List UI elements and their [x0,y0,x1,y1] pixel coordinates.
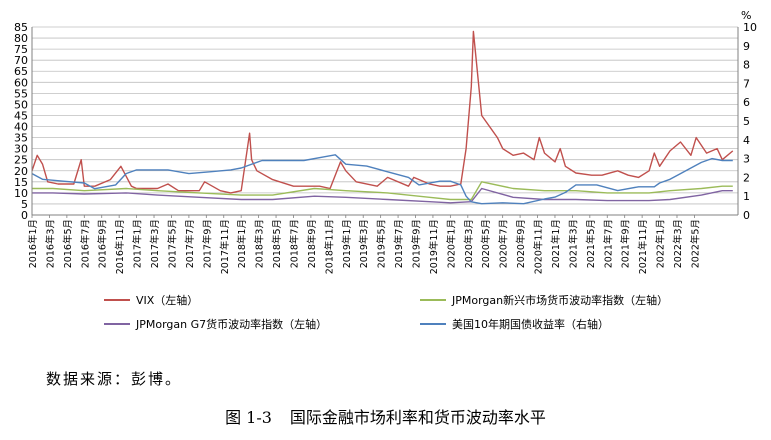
x-tick-label: 2021年1月 [550,219,562,268]
y-right-tick-label: 4 [743,134,750,147]
series-em-fx-vol [32,181,733,201]
axes [31,27,739,218]
y-right-tick-label: 9 [743,40,750,53]
y-left-tick-label: 5 [21,198,28,211]
y-left-tick-label: 60 [14,76,28,89]
y-right-tick-label: 8 [743,59,750,72]
x-tick-label: 2018年3月 [254,219,266,268]
y-left-tick-label: 20 [14,165,28,178]
x-tick-label: 2017年9月 [201,219,213,268]
y-right-tick-label: 5 [743,115,750,128]
x-tick-label: 2020年9月 [515,219,527,268]
x-tick-label: 2021年5月 [585,219,597,268]
y-left-tick-label: 0 [21,209,28,222]
x-tick-label: 2020年3月 [463,219,475,268]
x-tick-label: 2016年7月 [79,219,91,268]
y-axis-right: 0 1 2 3 4 5 6 7 8 9 10 [743,21,757,222]
legend-swatch-g7-fx [104,323,130,325]
legend-label-g7-fx: JPMorgan G7货币波动率指数（左轴） [136,318,328,331]
y-right-tick-label: 2 [743,171,750,184]
x-tick-label: 2021年7月 [602,219,614,268]
x-tick-label: 2017年11月 [219,219,231,274]
x-tick-label: 2020年5月 [480,219,492,268]
x-tick-label: 2018年11月 [323,219,335,274]
x-tick-label: 2022年1月 [655,219,667,268]
y-left-tick-label: 10 [14,187,28,200]
x-tick-label: 2020年11月 [533,219,545,274]
x-tick-label: 2021年11月 [637,219,649,274]
y-left-tick-label: 25 [14,154,28,167]
x-tick-label: 2016年9月 [97,219,109,268]
figure-caption: 图 1-3 国际金融市场利率和货币波动率水平 [0,404,771,428]
x-tick-label: 2021年3月 [567,219,579,268]
grid [32,26,738,216]
x-tick-label: 2019年7月 [393,219,405,268]
x-tick-label: 2018年1月 [236,219,248,268]
y-right-tick-label: 0 [743,209,750,222]
x-tick-label: 2017年7月 [184,219,196,268]
x-tick-label: 2020年7月 [498,219,510,268]
series-group [31,30,734,205]
source-note: 数据来源：彭博。 [46,370,183,388]
y-left-tick-label: 50 [14,98,28,111]
legend-swatch-em-fx [420,299,446,301]
legend-swatch-vix [104,299,130,301]
x-tick-label: 2020年1月 [445,219,457,268]
x-tick-label: 2016年3月 [44,219,56,268]
y-left-tick-label: 45 [14,109,28,122]
x-tick-label: 2019年5月 [376,219,388,268]
series-ust10y [31,154,733,205]
series-vix [31,30,734,194]
y-left-tick-label: 75 [14,43,28,56]
legend-swatch-ust10y [420,323,446,325]
y-left-tick-label: 85 [14,21,28,34]
x-tick-label: 2022年3月 [672,219,684,268]
y-right-tick-label: 7 [743,77,750,90]
x-tick-label: 2017年1月 [132,219,144,268]
y-left-tick-label: 80 [14,32,28,45]
figure-title: 国际金融市场利率和货币波动率水平 [289,408,546,427]
x-tick-label: 2019年9月 [411,219,423,268]
x-tick-label: 2017年3月 [149,219,161,268]
legend-label-vix: VIX（左轴） [136,294,199,307]
y-left-tick-label: 40 [14,121,28,134]
legend-vix: VIX（左轴） [104,292,198,308]
y-right-tick-label: 6 [743,96,750,109]
x-tick-label: 2019年3月 [358,219,370,268]
series-g7-fx-vol [32,187,733,204]
x-tick-label: 2021年9月 [620,219,632,268]
y-left-tick-label: 65 [14,65,28,78]
x-tick-label: 2022年5月 [689,219,701,268]
y-left-tick-label: 15 [14,176,28,189]
legend-label-ust10y: 美国10年期国债收益率（右轴） [452,318,609,331]
x-tick-label: 2018年5月 [271,219,283,268]
legend-ust10y: 美国10年期国债收益率（右轴） [420,316,609,332]
x-tick-label: 2018年9月 [306,219,318,268]
legend-g7-fx: JPMorgan G7货币波动率指数（左轴） [104,316,327,332]
y-right-tick-label: 10 [743,21,757,34]
y-left-tick-label: 35 [14,132,28,145]
x-tick-label: 2017年5月 [166,219,178,268]
x-tick-label: 2016年5月 [62,219,74,268]
y-left-tick-label: 70 [14,54,28,67]
x-tick-label: 2019年11月 [428,219,440,274]
legend-label-em-fx: JPMorgan新兴市场货币波动率指数（左轴） [452,294,669,307]
x-tick-label: 2016年11月 [114,219,126,274]
x-tick-label: 2018年7月 [288,219,300,268]
y-left-tick-label: 55 [14,87,28,100]
x-axis: 2016年1月 2016年3月 2016年5月 2016年7月 2016年9月 2016年… [27,219,701,274]
x-tick-label: 2019年1月 [341,219,353,268]
x-tick-label: 2016年1月 [27,219,39,268]
figure-number: 图 1-3 [225,408,272,427]
legend-em-fx: JPMorgan新兴市场货币波动率指数（左轴） [420,292,668,308]
y-right-tick-label: 3 [743,153,750,166]
right-axis-unit: % [741,9,751,22]
y-left-tick-label: 30 [14,143,28,156]
y-right-tick-label: 1 [743,190,750,203]
